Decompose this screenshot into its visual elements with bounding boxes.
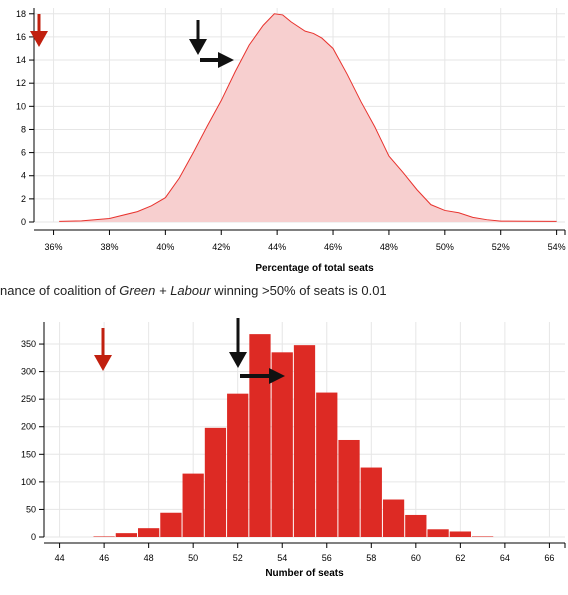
x-tick-label: 42% [212, 242, 230, 252]
x-tick-label: 66 [544, 553, 554, 563]
x-tick-label: 48 [144, 553, 154, 563]
bars [93, 334, 494, 537]
y-tick-label: 8 [21, 124, 26, 134]
histogram-bar [293, 345, 316, 537]
histogram-bar [405, 514, 427, 537]
x-tick-label: 46 [99, 553, 109, 563]
histogram-bar [138, 528, 160, 537]
x-tick-label: 56 [322, 553, 332, 563]
x-tick-label: 46% [324, 242, 342, 252]
red-down-arrow-marker-head [94, 355, 112, 371]
histogram-bar [427, 529, 449, 537]
black-down-arrow-marker-head [189, 39, 207, 55]
y-tick-label: 350 [21, 339, 36, 349]
caption-suffix: winning >50% of seats is 0.01 [210, 283, 387, 298]
x-tick-label: 38% [100, 242, 118, 252]
markers [30, 14, 234, 68]
histogram-bar [160, 512, 182, 537]
x-tick-label: 52% [492, 242, 510, 252]
x-tick-label: 50 [188, 553, 198, 563]
x-tick-label: 62 [455, 553, 465, 563]
markers [94, 318, 285, 384]
x-tick-label: 50% [436, 242, 454, 252]
density-line [59, 13, 557, 222]
x-tick-label: 58 [366, 553, 376, 563]
histogram-bar [338, 439, 360, 537]
x-tick-label: 36% [45, 242, 63, 252]
y-tick-label: 50 [26, 504, 36, 514]
seat-share-density-chart: 36% 38% 40% 42% 44% 46% 48% 50% 52% 54% 0 2 4 6 8 10 12 1… [16, 8, 566, 274]
histogram-bar [204, 427, 227, 537]
x-tick-label: 64 [500, 553, 510, 563]
x-axis-title: Number of seats [265, 568, 344, 579]
histogram-bar [249, 334, 271, 537]
histogram-bar [471, 536, 494, 537]
caption-prefix: nance of coalition of [0, 283, 120, 298]
y-tick-label: 2 [21, 194, 26, 204]
histogram-bar [182, 473, 204, 537]
red-down-arrow-marker-head [30, 31, 48, 47]
black-right-arrow-marker-head [218, 52, 234, 68]
x-tick-label: 48% [380, 242, 398, 252]
x-tick-label: 54 [277, 553, 287, 563]
y-tick-label: 150 [21, 449, 36, 459]
y-tick-label: 300 [21, 367, 36, 377]
x-tick-label: 54% [548, 242, 566, 252]
x-tick-label: 52 [233, 553, 243, 563]
y-tick-label: 100 [21, 477, 36, 487]
black-right-arrow-marker-head [269, 368, 285, 384]
seat-count-histogram-chart: 44 46 48 50 52 54 56 58 60 62 64 66 0 50 100 150 200 250 3… [21, 318, 566, 579]
histogram-bar [93, 536, 115, 537]
y-tick-label: 250 [21, 394, 36, 404]
black-down-arrow-marker-head [229, 352, 247, 368]
histogram-bar [382, 499, 405, 537]
x-tick-label: 60 [411, 553, 421, 563]
histogram-bar [449, 531, 471, 537]
y-tick-label: 14 [16, 55, 26, 65]
y-tick-label: 16 [16, 32, 26, 42]
y-tick-label: 10 [16, 101, 26, 111]
cropped-text-row [0, 586, 568, 595]
y-tick-label: 0 [31, 532, 36, 542]
y-tick-label: 0 [21, 217, 26, 227]
y-tick-label: 12 [16, 78, 26, 88]
histogram-bar [271, 352, 293, 537]
caption-parties: Green + Labour [119, 283, 211, 298]
y-tick-label: 4 [21, 171, 26, 181]
y-tick-label: 200 [21, 422, 36, 432]
axes: 44 46 48 50 52 54 56 58 60 62 64 66 0 50 100 150 200 250 3… [21, 322, 566, 579]
x-axis-title: Percentage of total seats [255, 263, 374, 274]
histogram-bar [227, 393, 249, 537]
y-tick-label: 18 [16, 9, 26, 19]
x-tick-label: 44% [268, 242, 286, 252]
coalition-probability-caption: nance of coalition of Green + Labour win… [0, 283, 568, 298]
histogram-bar [360, 467, 382, 537]
histogram-bar [316, 392, 338, 537]
density-area [59, 13, 557, 223]
histogram-bar [115, 533, 138, 537]
axes: 36% 38% 40% 42% 44% 46% 48% 50% 52% 54% 0 2 4 6 8 10 12 1… [16, 8, 566, 274]
x-tick-label: 40% [156, 242, 174, 252]
y-tick-label: 6 [21, 148, 26, 158]
x-tick-label: 44 [55, 553, 65, 563]
